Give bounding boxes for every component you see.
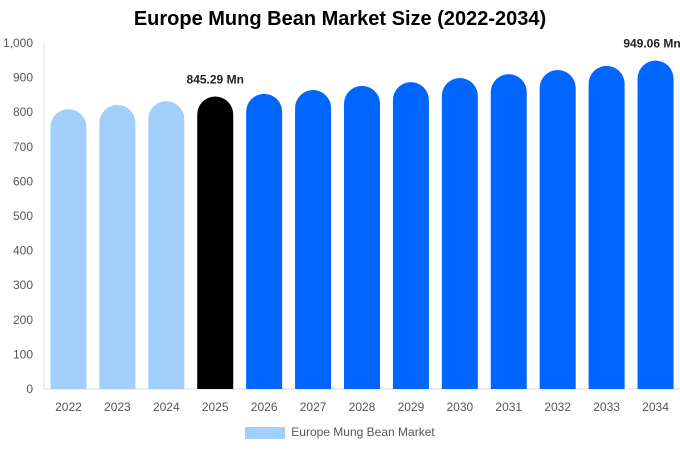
data-label-2034: 949.06 Mn	[623, 37, 680, 51]
bar-2022	[50, 109, 87, 389]
x-tick-label: 2028	[349, 400, 376, 414]
y-tick-label: 600	[13, 174, 33, 188]
x-tick-label: 2027	[300, 400, 327, 414]
y-tick-label: 300	[13, 278, 33, 292]
bar-2025	[197, 96, 234, 389]
y-tick-label: 1,000	[3, 36, 33, 50]
chart-title: Europe Mung Bean Market Size (2022-2034)	[133, 8, 547, 30]
bar-2026	[246, 93, 283, 389]
y-tick-label: 400	[13, 244, 33, 258]
bar-2034	[637, 60, 674, 389]
x-tick-label: 2029	[398, 400, 425, 414]
x-tick-label: 2033	[593, 400, 620, 414]
bar-2023	[99, 104, 136, 390]
y-tick-label: 0	[26, 382, 33, 396]
x-tick-label: 2030	[446, 400, 473, 414]
x-tick-label: 2031	[495, 400, 522, 414]
bar-2024	[148, 101, 185, 390]
x-tick-label: 2026	[251, 400, 278, 414]
bar-2032	[539, 69, 576, 389]
y-tick-label: 700	[13, 140, 33, 154]
x-tick-label: 2024	[153, 400, 180, 414]
bar-2033	[588, 65, 625, 389]
bar-2029	[392, 82, 429, 390]
x-tick-label: 2032	[544, 400, 571, 414]
legend-swatch	[245, 426, 286, 439]
x-tick-label: 2022	[55, 400, 82, 414]
y-tick-label: 100	[13, 347, 33, 361]
bar-2031	[490, 74, 527, 389]
y-tick-label: 500	[13, 209, 33, 223]
data-label-2025: 845.29 Mn	[187, 73, 244, 87]
bar-2028	[344, 85, 380, 390]
bar-2030	[441, 77, 478, 390]
legend: Europe Mung Bean Market	[0, 425, 680, 439]
y-tick-label: 200	[13, 313, 33, 327]
x-tick-label: 2034	[642, 400, 669, 414]
y-tick-label: 800	[13, 105, 33, 119]
bar-2027	[295, 90, 332, 390]
y-tick-label: 900	[13, 71, 33, 85]
x-tick-label: 2023	[104, 400, 131, 414]
legend-label: Europe Mung Bean Market	[291, 425, 435, 439]
x-tick-label: 2025	[202, 400, 229, 414]
